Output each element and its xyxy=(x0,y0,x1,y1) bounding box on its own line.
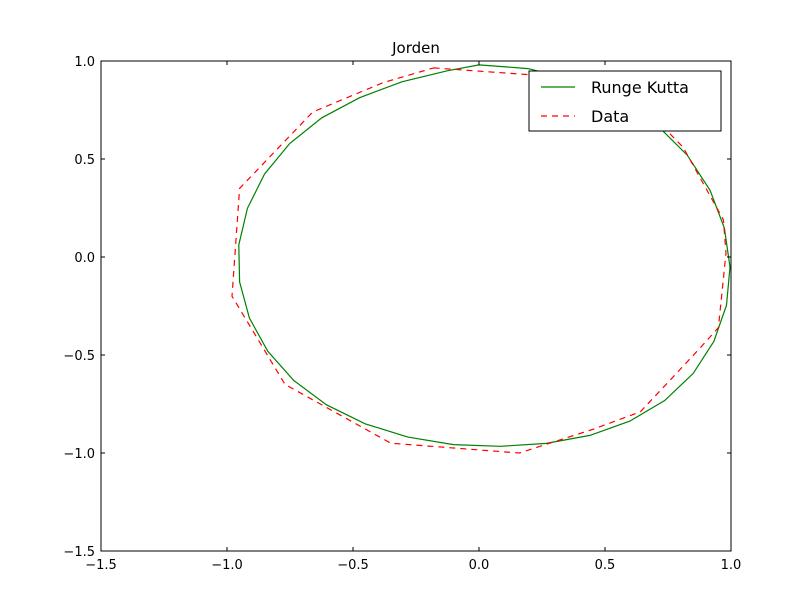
plot-area xyxy=(101,61,731,551)
y-tick-label: −1.5 xyxy=(63,545,95,560)
x-tick-label: 1.0 xyxy=(721,558,742,573)
chart-title: Jorden xyxy=(391,39,440,57)
x-tick-label: 0.0 xyxy=(469,558,490,573)
x-tick-label: −1.5 xyxy=(85,558,117,573)
legend-label: Runge Kutta xyxy=(591,78,689,97)
y-tick-label: −0.5 xyxy=(63,349,95,364)
y-tick-label: −1.0 xyxy=(63,447,95,462)
legend: Runge Kutta Data xyxy=(528,70,722,132)
y-tick-label: 0.0 xyxy=(74,251,95,266)
x-tick-label: −0.5 xyxy=(337,558,369,573)
y-tick-label: 1.0 xyxy=(74,55,95,70)
y-tick-label: 0.5 xyxy=(74,153,95,168)
x-tick-label: 0.5 xyxy=(595,558,616,573)
axes-layer: −1.5 −1.0 −0.5 0.0 0.5 1.0 −1.5 −1.0 −0.5 0.0 0.5 1… xyxy=(63,55,741,573)
plot-frame xyxy=(100,60,732,552)
legend-box xyxy=(528,70,722,132)
x-tick-label: −1.0 xyxy=(211,558,243,573)
series-line-runge-kutta xyxy=(238,64,731,447)
legend-label: Data xyxy=(591,107,629,126)
